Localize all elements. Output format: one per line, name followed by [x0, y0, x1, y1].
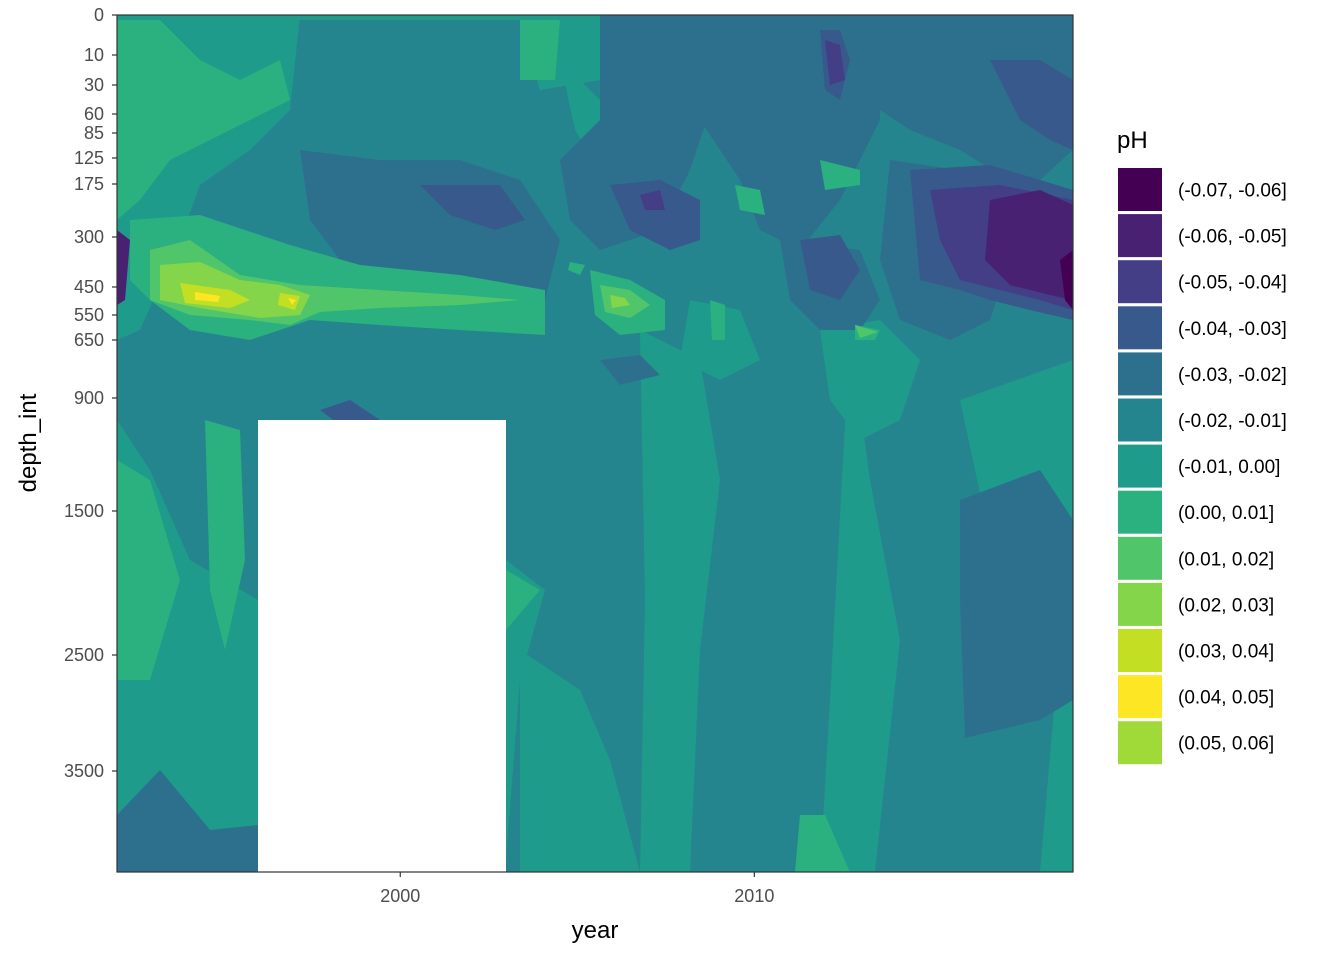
legend-key [1118, 490, 1162, 534]
legend-key [1118, 214, 1162, 258]
legend-label: (-0.04, -0.03] [1178, 319, 1287, 340]
y-tick-label: 0 [94, 5, 104, 25]
y-tick-label: 550 [74, 305, 104, 325]
contour-bands-0.05-0.06 [195, 292, 296, 305]
legend: (-0.07, -0.06] (-0.06, -0.05] (-0.05, -0.0… [1118, 168, 1287, 765]
y-tick-label: 300 [74, 227, 104, 247]
legend-label: (0.01, 0.02] [1178, 549, 1274, 570]
legend-label: (0.05, 0.06] [1178, 734, 1274, 755]
y-tick-label: 900 [74, 388, 104, 408]
y-tick-label: 125 [74, 148, 104, 168]
missing-data-region [258, 420, 506, 872]
legend-key [1118, 260, 1162, 304]
legend-label: (0.04, 0.05] [1178, 688, 1274, 709]
x-tick-label: 2010 [734, 886, 774, 906]
legend-label: (0.02, 0.03] [1178, 595, 1274, 616]
contour-bands-0.01-0.02 [117, 20, 880, 872]
y-tick-label: 3500 [64, 761, 104, 781]
contour-bands-minus0.02-minus0.01 [117, 15, 1073, 872]
legend-key [1118, 582, 1162, 626]
legend-key [1118, 721, 1162, 765]
y-tick-label: 450 [74, 277, 104, 297]
legend-label: (0.03, 0.04] [1178, 642, 1274, 663]
legend-label: (-0.02, -0.01] [1178, 411, 1287, 432]
legend-label: (-0.07, -0.06] [1178, 181, 1287, 202]
legend-key [1118, 444, 1162, 488]
y-tick-label: 10 [84, 45, 104, 65]
y-tick-label: 85 [84, 123, 104, 143]
y-tick-label: 1500 [64, 501, 104, 521]
legend-label: (-0.05, -0.04] [1178, 273, 1287, 294]
legend-label: (0.00, 0.01] [1178, 503, 1274, 524]
y-tick-label: 2500 [64, 645, 104, 665]
x-axis: 2000 2010 [380, 872, 774, 906]
y-axis-title: depth_int [15, 393, 42, 492]
panel-border [116, 14, 1074, 873]
legend-key [1118, 398, 1162, 442]
legend-title: pH [1117, 127, 1148, 154]
legend-key [1118, 629, 1162, 672]
legend-key [1118, 352, 1162, 396]
legend-key [1118, 306, 1162, 350]
x-axis-title: year [572, 917, 619, 944]
x-tick-label: 2000 [380, 886, 420, 906]
legend-key [1118, 675, 1162, 719]
y-tick-label: 60 [84, 104, 104, 124]
legend-key [1118, 536, 1162, 580]
y-tick-label: 650 [74, 330, 104, 350]
legend-key [1118, 168, 1162, 211]
contour-bands-minus0.05-minus0.04 [117, 190, 1073, 305]
plot-panel [117, 15, 1073, 872]
legend-label: (-0.06, -0.05] [1178, 227, 1287, 248]
legend-label: (-0.01, 0.00] [1178, 457, 1280, 478]
legend-label: (-0.03, -0.02] [1178, 365, 1287, 386]
contour-bands-minus0.07-minus0.06 [1060, 250, 1073, 310]
y-tick-label: 30 [84, 75, 104, 95]
y-tick-label: 175 [74, 174, 104, 194]
